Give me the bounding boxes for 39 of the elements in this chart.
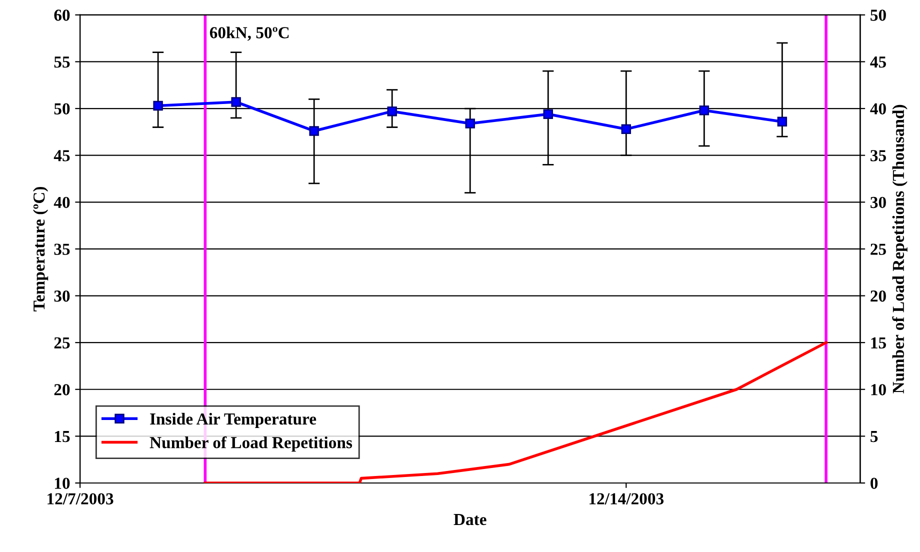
y-tick-label: 25 (54, 337, 70, 349)
y-tick-label: 40 (54, 196, 70, 208)
y-tick-label: 20 (54, 384, 70, 396)
point (153, 100, 163, 111)
y-tick-label: 30 (54, 290, 70, 302)
point (309, 126, 319, 136)
y2-tick-label: 25 (870, 244, 886, 255)
y-tick-label: 60 (54, 10, 70, 21)
y2-tick-label: 5 (870, 431, 878, 442)
point (231, 97, 241, 107)
y2-axis-title: Number of Load Repetitions (Thousand) (892, 104, 908, 394)
point (543, 109, 553, 119)
y-tick-label: 45 (54, 150, 70, 162)
point (387, 106, 397, 116)
y-axis-title: Temperature (ºC) (32, 186, 48, 312)
y2-tick-label: 20 (870, 290, 886, 302)
point (621, 124, 632, 134)
x-axis-title: Date (454, 514, 486, 526)
point (465, 118, 475, 128)
y-tick-label: 35 (54, 244, 70, 255)
y2-tick-label: 45 (870, 56, 886, 68)
point (699, 106, 710, 116)
ref-line-label: 60kN, 50ºC (210, 26, 289, 41)
x-tick-label: 12/7/2003 (48, 493, 114, 504)
y2-tick-label: 0 (870, 478, 878, 489)
y2-tick-label: 40 (870, 103, 886, 114)
y2-tick-label: 30 (870, 196, 886, 208)
y-tick-label: 55 (54, 56, 70, 68)
y2-tick-label: 10 (871, 384, 886, 396)
point (777, 116, 788, 126)
y2-tick-label: 15 (871, 337, 886, 349)
y2-tick-label: 50 (870, 10, 886, 21)
y-tick-label: 15 (54, 430, 70, 442)
y2-tick-label: 35 (870, 150, 886, 162)
legend-label: Inside Air Temperature (150, 412, 316, 428)
y-tick-label: 50 (54, 103, 70, 114)
y-tick-label: 10 (54, 478, 70, 489)
legend-label: Number of Load Repetitions (150, 436, 352, 452)
x-tick-label: 12/14/2003 (590, 493, 664, 504)
